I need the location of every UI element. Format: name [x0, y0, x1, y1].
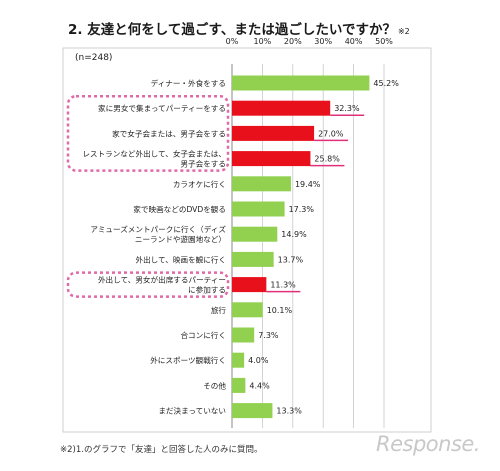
category-label: 家で女子会または、男子会をする — [112, 128, 226, 138]
bar — [232, 403, 273, 419]
category-label-line: まだ決まっていない — [158, 406, 226, 416]
chart-title-text: 2. 友達と何をして過ごす、または過ごしたいですか？ — [68, 22, 396, 38]
value-label: 19.4% — [295, 180, 321, 189]
category-label: アミューズメントパークに行く（ディズニーランドや遊園地など） — [90, 224, 226, 244]
value-label: 4.0% — [248, 356, 269, 365]
value-label: 7.3% — [258, 331, 279, 340]
category-label-line: 男子会をする — [180, 159, 226, 169]
bar — [232, 302, 263, 318]
bar — [232, 125, 315, 141]
value-label: 27.0% — [318, 129, 344, 138]
category-label: まだ決まっていない — [158, 406, 226, 416]
category-label: 家で映画などのDVDを観る — [133, 204, 226, 214]
category-label: その他 — [203, 380, 226, 390]
category-label-line: 合コンに行く — [180, 330, 226, 340]
x-tick-label: 30% — [314, 37, 332, 46]
category-label: 外出して、映画を観に行く — [135, 254, 226, 264]
category-label: レストランなど外出して、女子会または、男子会をする — [82, 149, 226, 169]
chart-title-note: ※2 — [397, 27, 410, 36]
category-label: 外出して、男女が出席するパーティーに参加する — [98, 275, 226, 295]
bar — [232, 277, 267, 293]
bar — [232, 151, 311, 167]
category-label-line: に参加する — [188, 285, 226, 295]
x-tick-label: 0% — [226, 37, 239, 46]
bar — [232, 327, 255, 343]
category-label-line: その他 — [203, 380, 226, 390]
bar — [232, 176, 291, 192]
value-label: 11.3% — [270, 281, 296, 290]
category-label-line: 家で女子会または、男子会をする — [112, 128, 226, 138]
bar — [232, 377, 246, 393]
value-label: 17.3% — [289, 205, 315, 214]
category-label: 旅行 — [211, 305, 227, 315]
value-label: 45.2% — [373, 79, 399, 88]
watermark: Response. — [376, 432, 480, 456]
value-label: 14.9% — [281, 230, 307, 239]
x-tick-label: 40% — [345, 37, 363, 46]
category-label: 合コンに行く — [180, 330, 226, 340]
category-label-line: 家に男女で集まってパーティーをする — [98, 103, 226, 113]
category-label-line: 外出して、男女が出席するパーティー — [98, 275, 226, 285]
bar — [232, 100, 331, 116]
category-label-line: 外出して、映画を観に行く — [135, 254, 226, 264]
x-tick-label: 50% — [375, 37, 393, 46]
sample-size-label: (n=248) — [75, 53, 112, 63]
value-label: 13.3% — [276, 407, 302, 416]
bar — [232, 75, 370, 91]
value-label: 32.3% — [334, 104, 360, 113]
footnote: ※2)1.のグラフで「友達」と回答した人のみに質問。 — [60, 445, 263, 455]
category-label: ディナー・外食をする — [151, 78, 226, 88]
category-label-line: 旅行 — [211, 305, 227, 315]
category-label-line: カラオケに行く — [173, 179, 226, 189]
category-label-line: アミューズメントパークに行く（ディズ — [90, 224, 226, 234]
category-label: 家に男女で集まってパーティーをする — [98, 103, 226, 113]
chart-frame — [62, 47, 432, 433]
chart-title: 2. 友達と何をして過ごす、または過ごしたいですか？ ※2 — [68, 18, 410, 38]
value-label: 25.8% — [314, 155, 340, 164]
bar — [232, 251, 274, 267]
category-label-line: レストランなど外出して、女子会または、 — [82, 149, 226, 159]
x-tick-label: 20% — [284, 37, 302, 46]
value-label: 10.1% — [267, 306, 293, 315]
category-label: 外にスポーツ観戦行く — [150, 355, 226, 365]
bar — [232, 201, 285, 217]
highlight-frame — [66, 94, 230, 172]
x-tick-label: 10% — [254, 37, 272, 46]
value-label: 13.7% — [278, 255, 304, 264]
value-label: 4.4% — [249, 381, 270, 390]
category-label-line: 外にスポーツ観戦行く — [150, 355, 226, 365]
highlight-frame — [66, 271, 230, 298]
category-label-line: ニーランドや遊園地など） — [135, 234, 226, 244]
bar — [232, 352, 245, 368]
category-label-line: ディナー・外食をする — [151, 78, 226, 88]
category-label-line: 家で映画などのDVDを観る — [133, 204, 226, 214]
category-label: カラオケに行く — [173, 179, 226, 189]
bar — [232, 226, 278, 242]
